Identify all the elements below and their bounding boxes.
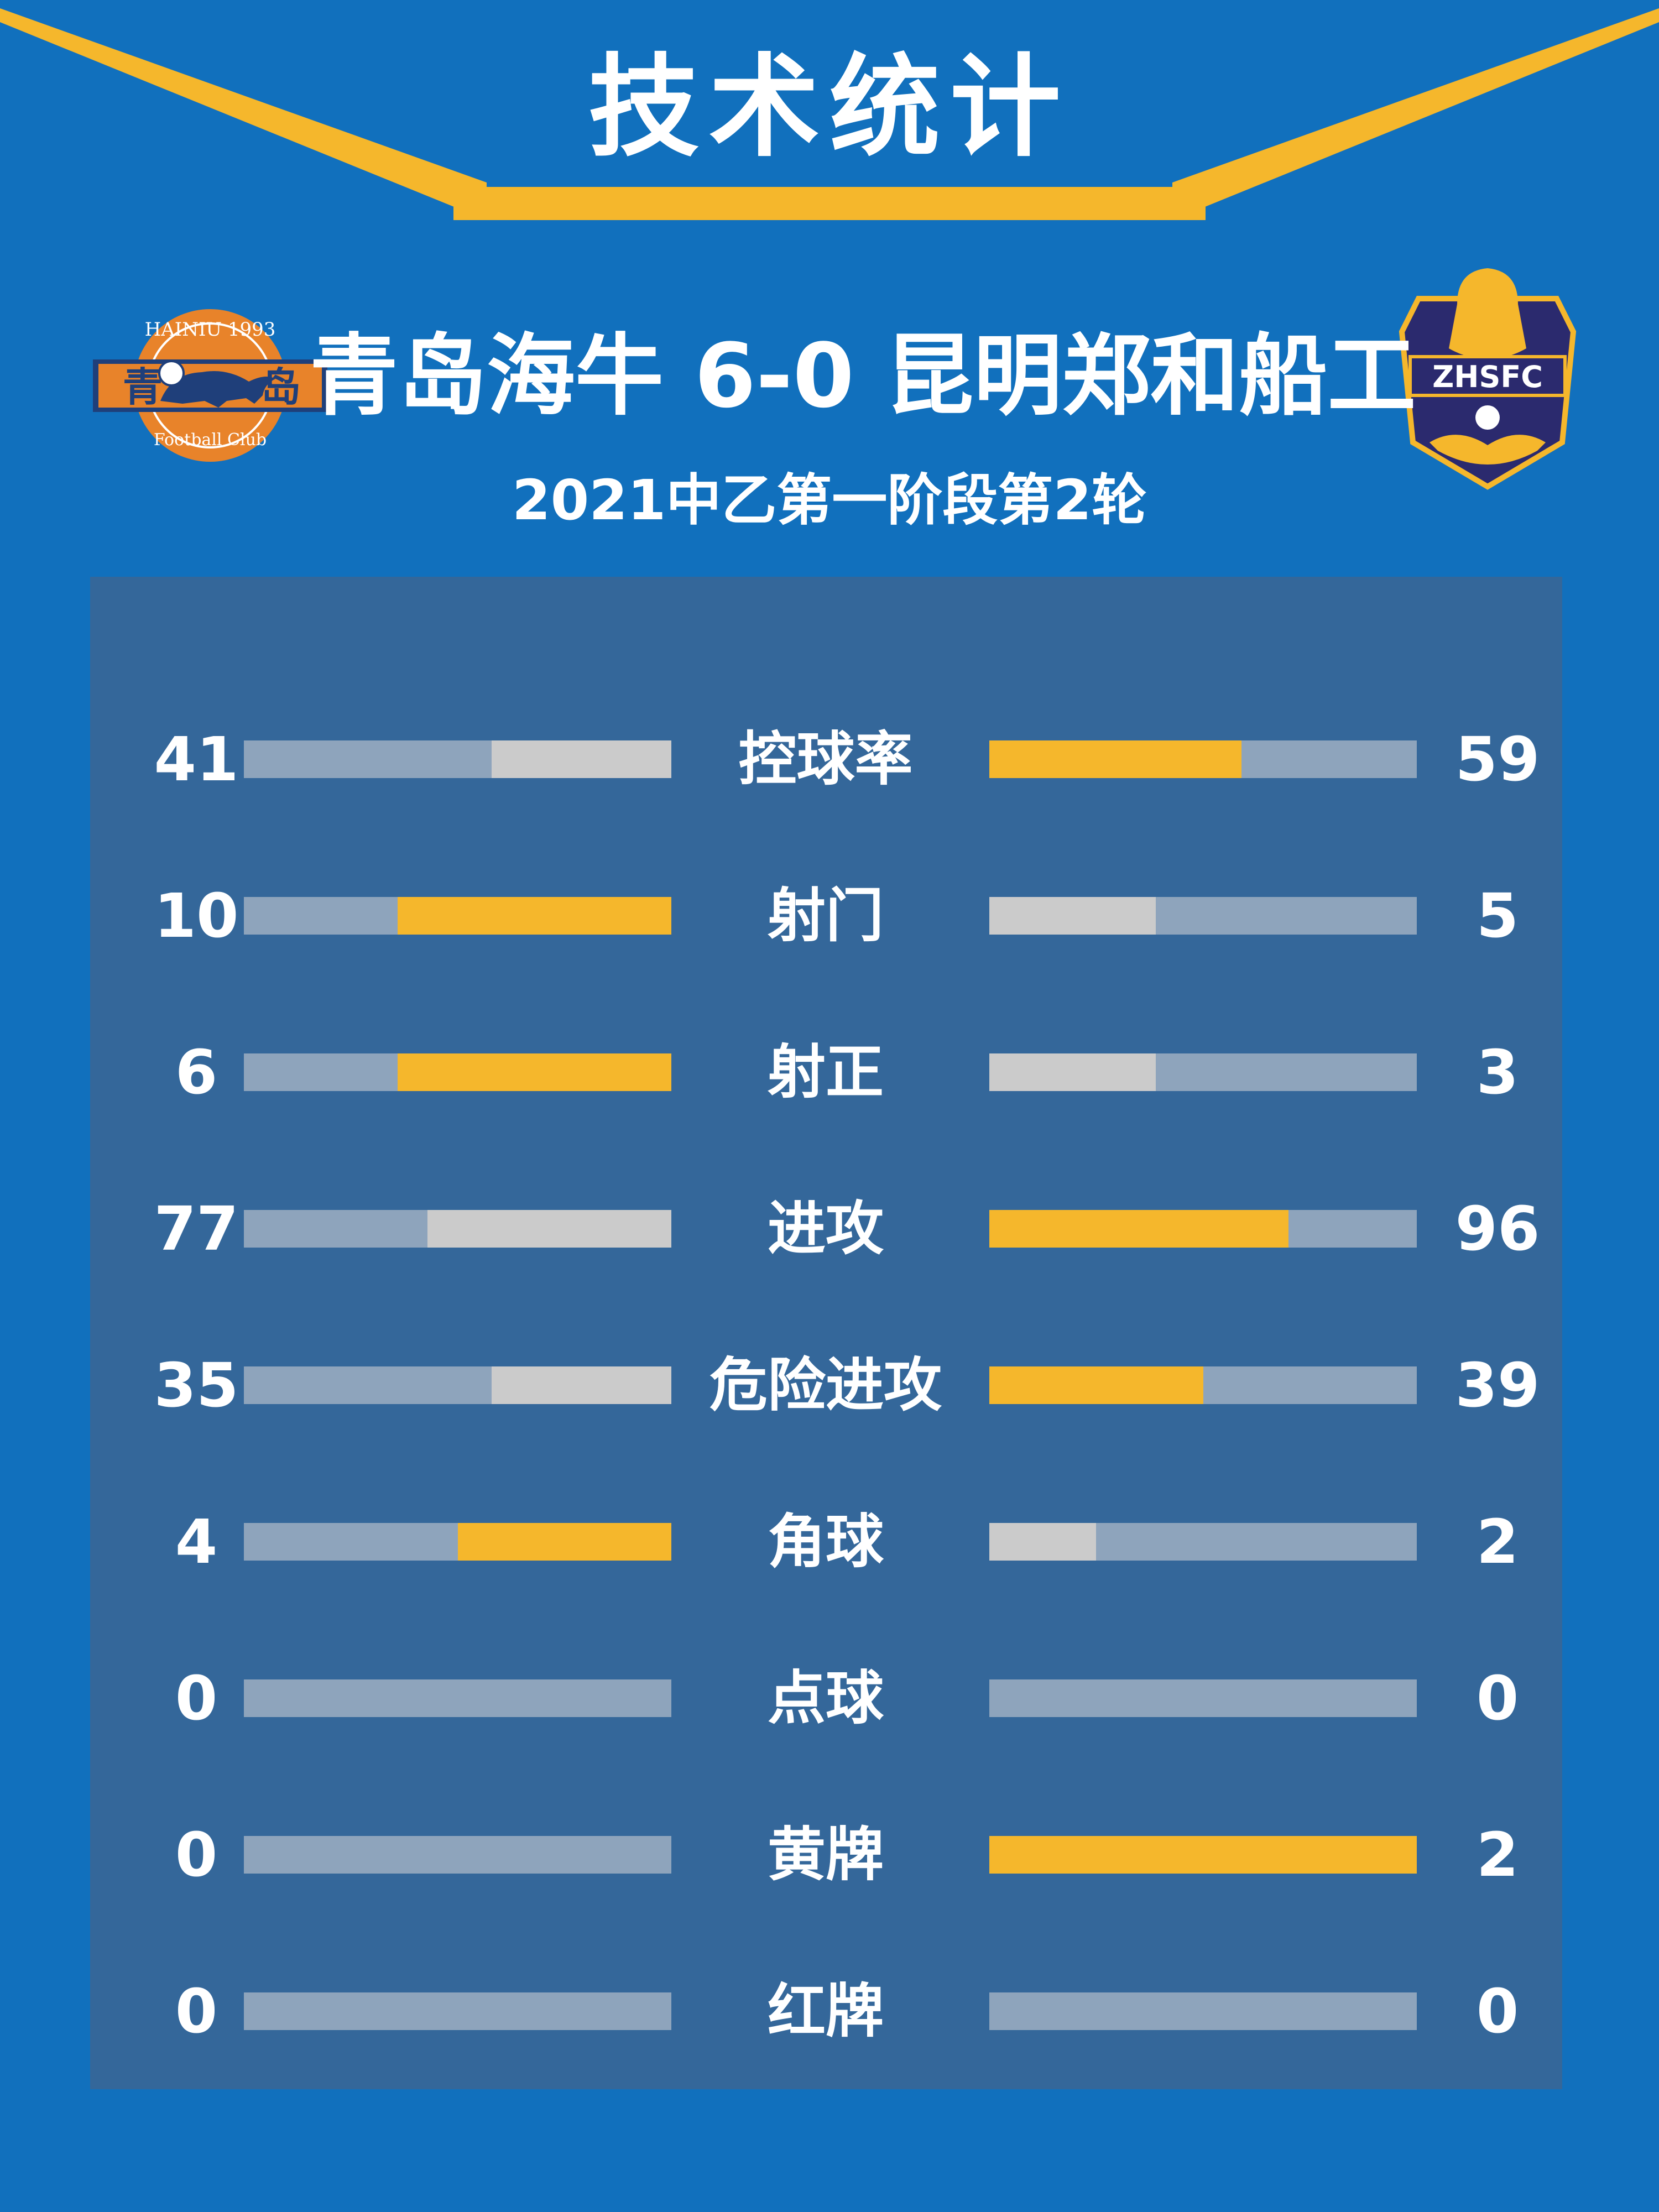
away-stat-bar xyxy=(989,1992,1417,2030)
away-stat-bar-fill xyxy=(989,1053,1156,1091)
home-stat-bar-fill xyxy=(492,740,671,778)
away-stat-bar xyxy=(989,1210,1417,1248)
home-stat-bar-fill xyxy=(492,1366,671,1404)
match-scoreline: 青岛海牛 6-0 昆明郑和船工 xyxy=(310,310,1416,442)
away-stat-value: 59 xyxy=(1455,724,1540,795)
home-stat-value: 77 xyxy=(154,1193,239,1264)
away-stat-value: 2 xyxy=(1476,1819,1519,1890)
home-stat-value: 4 xyxy=(175,1506,218,1577)
stat-label: 射门 xyxy=(767,882,884,950)
away-stat-bar xyxy=(989,1366,1417,1404)
home-stat-value: 0 xyxy=(175,1819,218,1890)
stat-row: 41 控球率 59 xyxy=(90,704,1562,815)
away-stat-bar-fill xyxy=(989,1366,1203,1404)
stats-panel: 41 控球率 59 10 射门 5 6 射正 3 77 进攻 96 35 危险进攻 39 4 角球 2 0 点球 0 0 黄… xyxy=(90,577,1562,2089)
home-stat-bar-fill xyxy=(457,1523,671,1561)
stat-label: 点球 xyxy=(767,1665,884,1732)
wave-icon xyxy=(1430,435,1546,465)
stat-label: 红牌 xyxy=(767,1978,884,2045)
stat-label: 危险进攻 xyxy=(709,1352,942,1419)
away-stat-bar xyxy=(989,1053,1417,1091)
home-team-name: 青岛海牛 xyxy=(310,324,664,427)
match-score: 6-0 xyxy=(694,324,854,427)
logo-text-band xyxy=(1408,355,1567,397)
banner-left-wing xyxy=(0,8,487,220)
stat-row: 0 点球 0 xyxy=(90,1643,1562,1754)
away-stat-value: 2 xyxy=(1476,1506,1519,1577)
home-stat-bar xyxy=(244,1523,671,1561)
home-stat-value: 35 xyxy=(154,1350,239,1421)
home-stat-bar-fill xyxy=(398,897,671,935)
stat-row: 35 危险进攻 39 xyxy=(90,1330,1562,1441)
away-stat-bar-fill xyxy=(989,740,1242,778)
home-team-logo: 青 岛 HAINIU 1993 Football Club xyxy=(93,309,327,462)
stat-label: 射正 xyxy=(767,1039,884,1106)
home-stat-bar xyxy=(244,1836,671,1874)
away-stat-bar-fill xyxy=(989,1836,1417,1874)
home-stat-bar xyxy=(244,897,671,935)
football-icon xyxy=(158,360,185,387)
logo-arc-bottom: Football Club xyxy=(154,430,267,450)
away-stat-value: 5 xyxy=(1476,880,1519,951)
away-stat-value: 0 xyxy=(1476,1663,1519,1734)
logo-right-char: 岛 xyxy=(261,364,301,410)
away-stat-value: 96 xyxy=(1455,1193,1540,1264)
home-stat-value: 6 xyxy=(175,1037,218,1108)
stat-row: 0 红牌 0 xyxy=(90,1956,1562,2067)
banner-right-wing xyxy=(1172,8,1659,220)
home-stat-value: 41 xyxy=(154,724,239,795)
competition-round: 2021中乙第一阶段第2轮 xyxy=(512,468,1147,533)
home-stat-bar xyxy=(244,1053,671,1091)
logo-arc-top: HAINIU 1993 xyxy=(145,319,276,341)
football-icon xyxy=(1475,405,1500,430)
away-stat-bar xyxy=(989,897,1417,935)
home-stat-bar xyxy=(244,1992,671,2030)
banner-bottom-strip xyxy=(453,187,1206,220)
away-stat-bar-fill xyxy=(989,1523,1097,1561)
stat-row: 4 角球 2 xyxy=(90,1486,1562,1597)
home-stat-value: 0 xyxy=(175,1663,218,1734)
home-stat-bar xyxy=(244,740,671,778)
stat-label: 黄牌 xyxy=(767,1821,884,1888)
stat-row: 77 进攻 96 xyxy=(90,1173,1562,1284)
home-stat-bar xyxy=(244,1679,671,1717)
away-team-logo: ZHSFC xyxy=(1399,268,1577,490)
stat-label: 进攻 xyxy=(767,1195,884,1262)
bull-icon xyxy=(160,371,275,408)
header-banner xyxy=(0,8,1659,220)
away-stat-bar xyxy=(989,740,1417,778)
elephant-icon xyxy=(1449,268,1526,359)
away-stat-bar xyxy=(989,1836,1417,1874)
away-team-name: 昆明郑和船工 xyxy=(885,324,1416,427)
home-stat-bar xyxy=(244,1366,671,1404)
away-stat-bar xyxy=(989,1679,1417,1717)
stat-row: 6 射正 3 xyxy=(90,1017,1562,1128)
home-stat-bar-fill xyxy=(398,1053,671,1091)
away-stat-value: 3 xyxy=(1476,1037,1519,1108)
logo-text: ZHSFC xyxy=(1432,359,1543,394)
away-stat-bar xyxy=(989,1523,1417,1561)
away-stat-bar-fill xyxy=(989,897,1156,935)
stat-label: 控球率 xyxy=(738,726,913,793)
home-stat-value: 10 xyxy=(154,880,239,951)
stat-row: 0 黄牌 2 xyxy=(90,1799,1562,1910)
home-stat-bar xyxy=(244,1210,671,1248)
page-title: 技术统计 xyxy=(588,43,1071,172)
away-stat-value: 39 xyxy=(1455,1350,1540,1421)
away-stat-bar-fill xyxy=(989,1210,1289,1248)
stat-row: 10 射门 5 xyxy=(90,860,1562,971)
home-stat-bar-fill xyxy=(427,1210,671,1248)
home-stat-value: 0 xyxy=(175,1976,218,2047)
away-stat-value: 0 xyxy=(1476,1976,1519,2047)
stat-label: 角球 xyxy=(767,1508,884,1575)
logo-left-char: 青 xyxy=(123,364,163,410)
